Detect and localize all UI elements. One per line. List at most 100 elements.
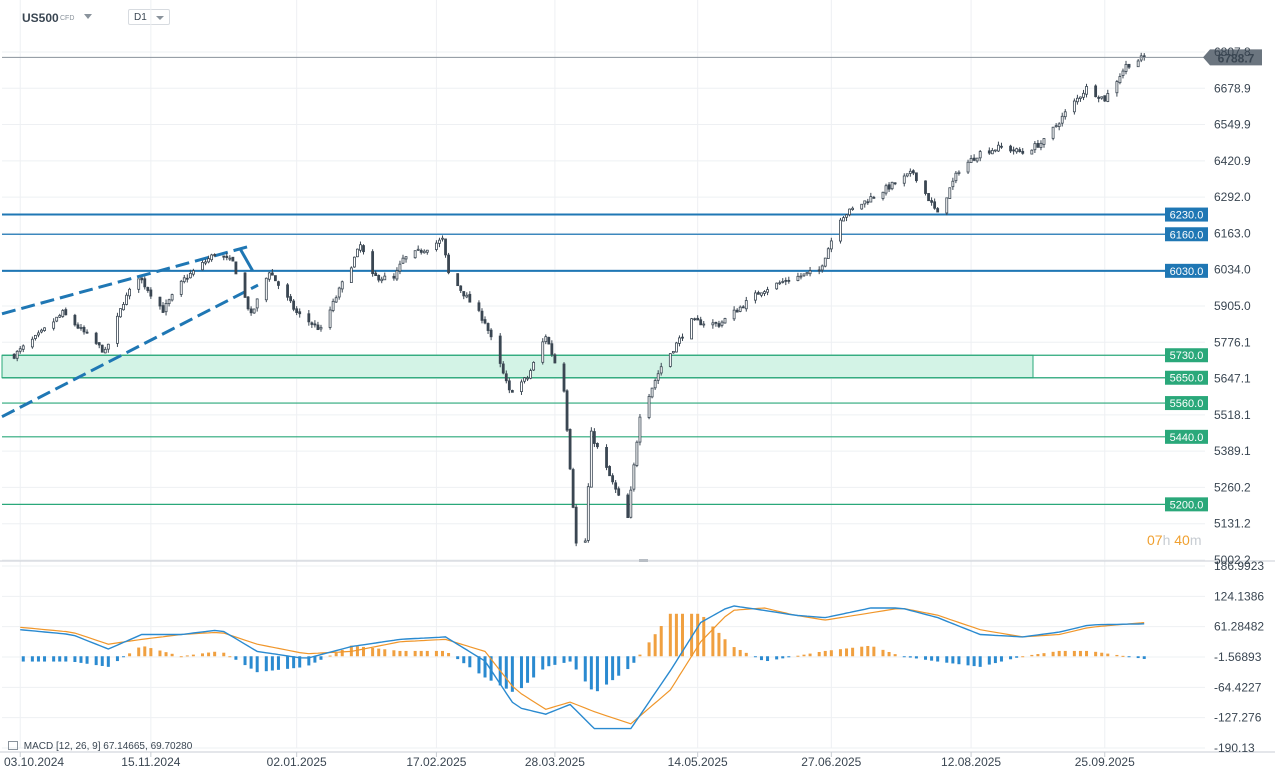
indicator-settings-icon[interactable]	[8, 741, 18, 750]
macd-histogram-bar	[85, 656, 89, 664]
macd-histogram-bar	[489, 656, 493, 681]
price-tick-label: 5905.0	[1214, 299, 1251, 313]
candle-body	[523, 377, 526, 382]
macd-histogram-bar	[690, 613, 694, 657]
macd-histogram-bar	[106, 656, 110, 667]
candle-body	[100, 344, 104, 353]
candle-body	[249, 308, 253, 314]
candle-body	[908, 170, 912, 174]
candle-body	[1000, 145, 1003, 148]
macd-histogram-bar	[759, 656, 763, 661]
date-axis: 03.10.2024 15.11.2024 02.01.2025 17.02.2025…	[4, 752, 1135, 769]
macd-histogram-bar	[930, 656, 934, 661]
macd-histogram-bar	[966, 656, 970, 666]
macd-histogram-bar	[1051, 651, 1055, 657]
macd-histogram-bar	[611, 656, 615, 681]
macd-histogram-bar	[115, 656, 119, 662]
candle-body	[1118, 76, 1122, 84]
candle-body	[966, 161, 970, 173]
macd-histogram-bar	[504, 656, 508, 689]
macd-histogram-bar	[595, 656, 599, 692]
candle-body	[246, 296, 250, 310]
candle-body	[125, 294, 128, 305]
trendlines	[1, 244, 259, 418]
candle-body	[723, 318, 727, 324]
macd-histogram-bar	[213, 651, 217, 657]
macd-histogram-bar	[100, 656, 104, 666]
date-tick-label: 27.06.2025	[801, 755, 861, 769]
macd-histogram-bar	[999, 656, 1003, 662]
candle-body	[681, 336, 684, 339]
last-price-badge	[1203, 49, 1262, 66]
countdown-minutes: 40	[1174, 532, 1190, 548]
candle-body	[911, 170, 915, 174]
macd-histogram-bar	[313, 656, 317, 663]
macd-histogram-bar	[680, 613, 684, 657]
level-badge-6160.0	[1165, 227, 1208, 242]
macd-histogram-bar	[94, 656, 98, 666]
macd-histogram-bar	[286, 656, 290, 669]
macd-histogram-bar	[179, 656, 183, 658]
candle-body	[675, 342, 678, 353]
macd-histogram-bar	[298, 656, 302, 668]
macd-histogram-bar	[1115, 654, 1119, 657]
candle-body	[948, 187, 952, 199]
macd-histogram-bar	[21, 656, 25, 662]
candle-body	[632, 464, 636, 490]
macd-histogram-bar	[340, 649, 344, 657]
candle-body	[1057, 123, 1061, 127]
candle-body	[957, 171, 961, 174]
macd-name: MACD	[23, 741, 54, 752]
candle-body	[653, 380, 657, 389]
candle-body	[1094, 85, 1098, 98]
candle-body	[359, 244, 362, 251]
candle-body	[225, 255, 229, 258]
candle-body	[64, 309, 68, 316]
candle-body	[422, 250, 426, 254]
candle-body	[760, 292, 763, 296]
price-tick-label: 5260.2	[1214, 480, 1251, 494]
price-tick-label: 5647.1	[1214, 372, 1251, 386]
macd-histogram-bar	[647, 642, 651, 657]
candle-body	[392, 275, 396, 279]
macd-histogram-bar	[872, 646, 876, 657]
candle-body	[1009, 145, 1012, 152]
macd-histogram-bar	[73, 656, 77, 662]
candle-body	[1051, 126, 1055, 139]
symbol-name[interactable]: US500	[22, 11, 59, 25]
candle-body	[328, 309, 332, 328]
candle-body	[799, 275, 803, 278]
candle-body	[592, 431, 596, 444]
candle-body	[848, 208, 851, 216]
price-tick-label: 5131.2	[1214, 517, 1251, 531]
candle-body	[191, 270, 195, 275]
macd-histogram-bar	[185, 655, 189, 657]
macd-histogram-bar	[319, 656, 323, 660]
candle-body	[468, 293, 472, 303]
macd-histogram-bar	[723, 639, 727, 657]
candle-body	[459, 285, 463, 291]
candle-body	[766, 289, 769, 293]
candle-body	[839, 219, 842, 242]
candle-body	[435, 242, 438, 250]
candle-body	[738, 306, 742, 312]
candle-body	[1097, 96, 1101, 99]
date-tick-label: 15.11.2024	[121, 755, 180, 769]
timeframe-select[interactable]: D1	[128, 9, 170, 25]
candle-body	[270, 272, 274, 276]
candle-body	[1076, 97, 1079, 103]
timeframe-value: D1	[134, 12, 147, 23]
candle-body	[826, 248, 830, 259]
macd-histogram-bar	[264, 656, 268, 672]
candle-body	[94, 332, 98, 344]
macd-histogram-bar	[632, 656, 636, 663]
candle-body	[541, 341, 545, 363]
level-label-5560.0: 5560.0	[1170, 398, 1204, 410]
date-tick-label: 14.05.2025	[668, 755, 728, 769]
macd-histogram-bar	[617, 656, 621, 676]
candle-body	[483, 319, 487, 324]
macd-histogram-bar	[137, 647, 141, 657]
symbol-dropdown-icon[interactable]	[84, 14, 92, 19]
candle-body	[893, 182, 897, 185]
